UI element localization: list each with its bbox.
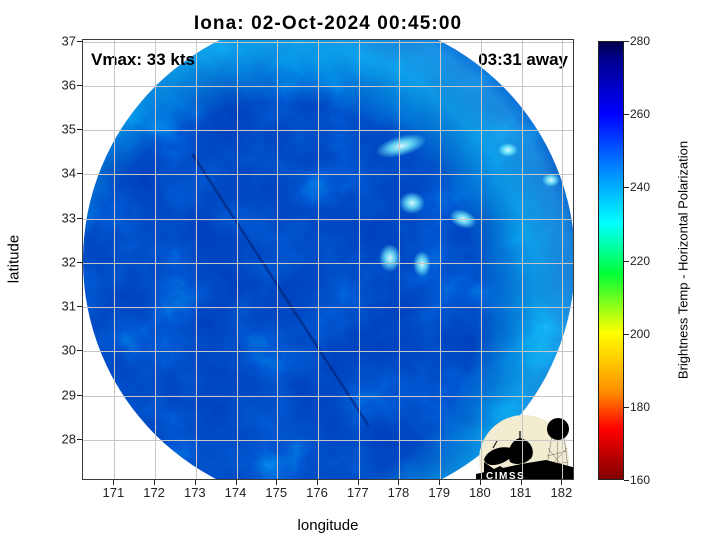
svg-text:CIMSS: CIMSS	[486, 471, 525, 480]
